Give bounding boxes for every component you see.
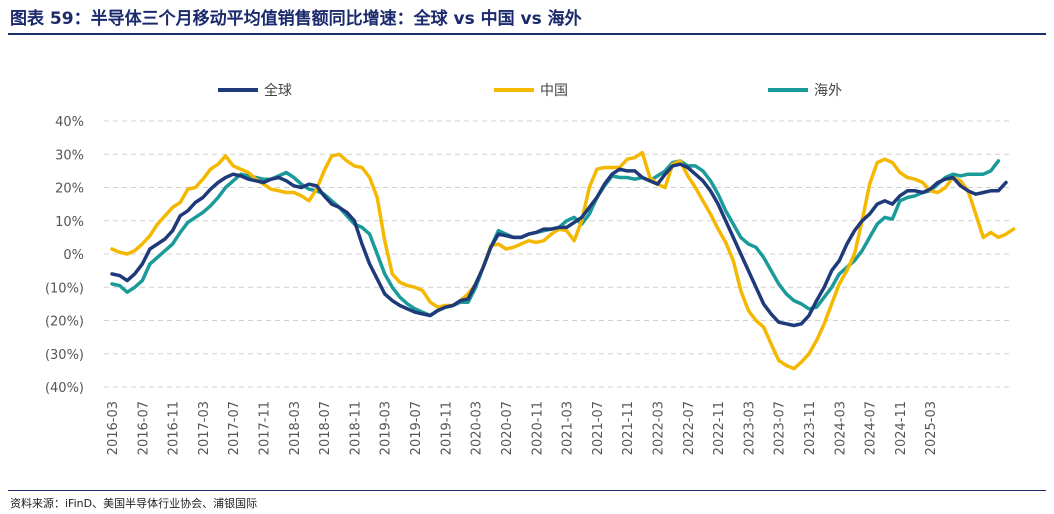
- x-tick-label: 2016-03: [106, 401, 121, 455]
- series-lines: [110, 150, 1016, 371]
- chart-area: 全球 中国 海外 40% 30% 20% 10% 0% (10%) (20%) (30%) (40%…: [0, 40, 1054, 490]
- x-tick-label: 2017-03: [197, 401, 212, 455]
- series-line-中国: [110, 150, 1016, 371]
- x-tick-label: 2024-03: [833, 401, 848, 455]
- x-tick-label: 2016-07: [136, 401, 151, 455]
- x-axis: 2016-03 2016-07 2016-11 2017-03 2017-07 2017-…: [106, 401, 939, 455]
- legend-label: 中国: [540, 83, 568, 99]
- x-tick-label: 2019-07: [409, 401, 424, 455]
- series-line-全球: [110, 162, 1008, 328]
- x-tick-label: 2022-07: [682, 401, 697, 455]
- x-tick-label: 2021-03: [561, 401, 576, 455]
- x-tick-label: 2020-07: [500, 401, 515, 455]
- footer-rule: [8, 490, 1046, 491]
- legend: 全球 中国 海外: [218, 82, 842, 99]
- x-tick-label: 2022-03: [651, 401, 666, 455]
- x-tick-label: 2020-11: [530, 401, 545, 455]
- x-tick-label: 2023-11: [803, 401, 818, 455]
- x-tick-label: 2017-07: [227, 401, 242, 455]
- x-tick-label: 2021-11: [621, 401, 636, 455]
- y-tick-label: (10%): [45, 281, 84, 296]
- y-tick-label: 30%: [55, 148, 84, 163]
- source-note: 资料来源：iFinD、美国半导体行业协会、浦银国际: [10, 497, 258, 510]
- title-rule: [8, 33, 1046, 35]
- y-tick-label: (40%): [45, 381, 84, 396]
- x-tick-label: 2022-11: [712, 401, 727, 455]
- chart-title: 图表 59：半导体三个月移动平均值销售额同比增速：全球 vs 中国 vs 海外: [10, 9, 582, 29]
- x-tick-label: 2023-03: [742, 401, 757, 455]
- x-tick-label: 2019-11: [439, 401, 454, 455]
- x-tick-label: 2025-03: [924, 401, 939, 455]
- y-tick-label: 20%: [55, 182, 84, 197]
- y-tick-label: 0%: [63, 248, 84, 263]
- y-axis-ticks: 40% 30% 20% 10% 0% (10%) (20%) (30%) (40%): [45, 115, 84, 396]
- gridlines: [104, 120, 1010, 388]
- x-tick-label: 2017-11: [258, 401, 273, 455]
- x-tick-label: 2018-11: [348, 401, 363, 455]
- x-tick-label: 2020-03: [470, 401, 485, 455]
- x-tick-label: 2019-03: [379, 401, 394, 455]
- x-tick-label: 2023-07: [773, 401, 788, 455]
- x-tick-label: 2018-03: [288, 401, 303, 455]
- legend-label: 海外: [814, 83, 842, 99]
- x-tick-label: 2016-11: [167, 401, 182, 455]
- x-tick-label: 2021-07: [591, 401, 606, 455]
- legend-label: 全球: [264, 82, 292, 99]
- x-tick-label: 2024-11: [894, 401, 909, 455]
- line-chart: 全球 中国 海外 40% 30% 20% 10% 0% (10%) (20%) (30%) (40%…: [45, 82, 1016, 455]
- y-tick-label: (30%): [45, 348, 84, 363]
- series-line-海外: [110, 159, 1001, 318]
- x-tick-label: 2018-07: [318, 401, 333, 455]
- y-tick-label: 40%: [55, 115, 84, 130]
- y-tick-label: (20%): [45, 315, 84, 330]
- x-tick-label: 2024-07: [864, 401, 879, 455]
- y-tick-label: 10%: [55, 215, 84, 230]
